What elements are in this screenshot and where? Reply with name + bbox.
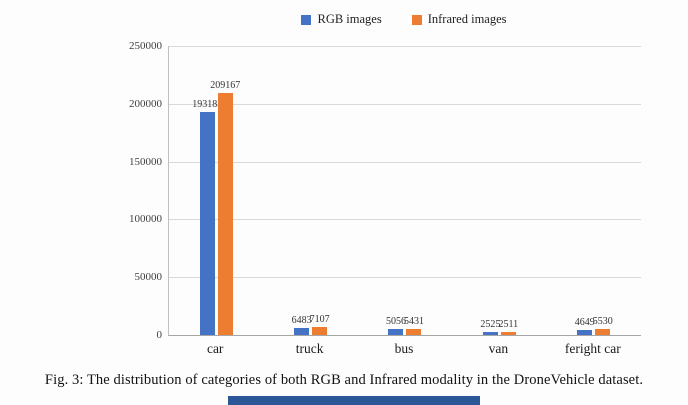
bar-value-label: 193183 [192,99,223,110]
bar-value-label: 209167 [210,80,241,91]
gridline [169,46,641,47]
gridline [169,161,641,163]
bar-value-label: 2511 [498,319,519,330]
legend-swatch-icon [411,14,422,25]
bar-infrared-van: 2511 [499,319,518,335]
bar-group-feright-car: 4649 5530 [547,46,641,335]
bar-rgb-bus: 5056 [386,316,406,335]
bar-group-van: 2525 2511 [452,46,546,335]
legend-item: Infrared images [411,12,507,27]
x-axis-labels: car truck bus van feright car [168,341,640,357]
legend-swatch-icon [301,14,312,25]
bar-rgb-feright-car: 4649 [575,317,595,335]
legend-label: RGB images [317,12,382,26]
plot-area: 0 50000 100000 150000 200000 250000 193183 2091… [129,40,641,341]
bar-rgb-car: 193183 [192,99,222,335]
bar-group-truck: 6483 7107 [263,46,357,335]
bar-infrared-truck: 7107 [310,314,330,335]
gridline [169,103,641,105]
bar-value-label: 6483 [291,315,312,326]
bar-group-bus: 5056 5431 [358,46,452,335]
x-axis-category-label: van [488,341,509,356]
bar-group-car: 193183 209167 [169,46,263,335]
y-axis-tick-label: 250000 [129,40,162,52]
x-axis-category-label: truck [295,341,324,356]
bar-infrared-car: 209167 [210,80,240,335]
legend-item: RGB images [301,12,382,27]
bar-infrared-feright-car: 5530 [593,316,613,335]
bar-value-label: 5530 [592,316,613,327]
bar-value-label: 5056 [385,316,406,327]
y-axis-tick-label: 0 [156,329,163,341]
y-axis-tick-label: 50000 [134,271,163,284]
bar-value-label: 7107 [309,314,330,325]
gridline [169,219,641,221]
chart-legend: RGB images Infrared images [168,12,640,27]
figure-caption: Fig. 3: The distribution of categories o… [44,372,644,388]
bar-value-label: 2525 [480,319,501,330]
bar-value-label: 4649 [574,317,595,328]
y-axis-tick-label: 200000 [129,97,162,110]
bar-rgb-truck: 6483 [292,315,312,335]
bar-value-label: 5431 [403,316,424,327]
bar-infrared-bus: 5431 [404,316,424,335]
y-axis-tick-label: 100000 [129,213,162,226]
x-axis-category-label: car [206,341,224,356]
x-axis-category-label: feright car [564,341,621,356]
bar-rgb-van: 2525 [480,319,500,335]
gridline [169,277,641,279]
x-axis-category-label: bus [394,341,414,356]
legend-label: Infrared images [427,12,507,26]
partial-next-figure [228,396,480,405]
y-axis-tick-label: 150000 [129,155,162,168]
